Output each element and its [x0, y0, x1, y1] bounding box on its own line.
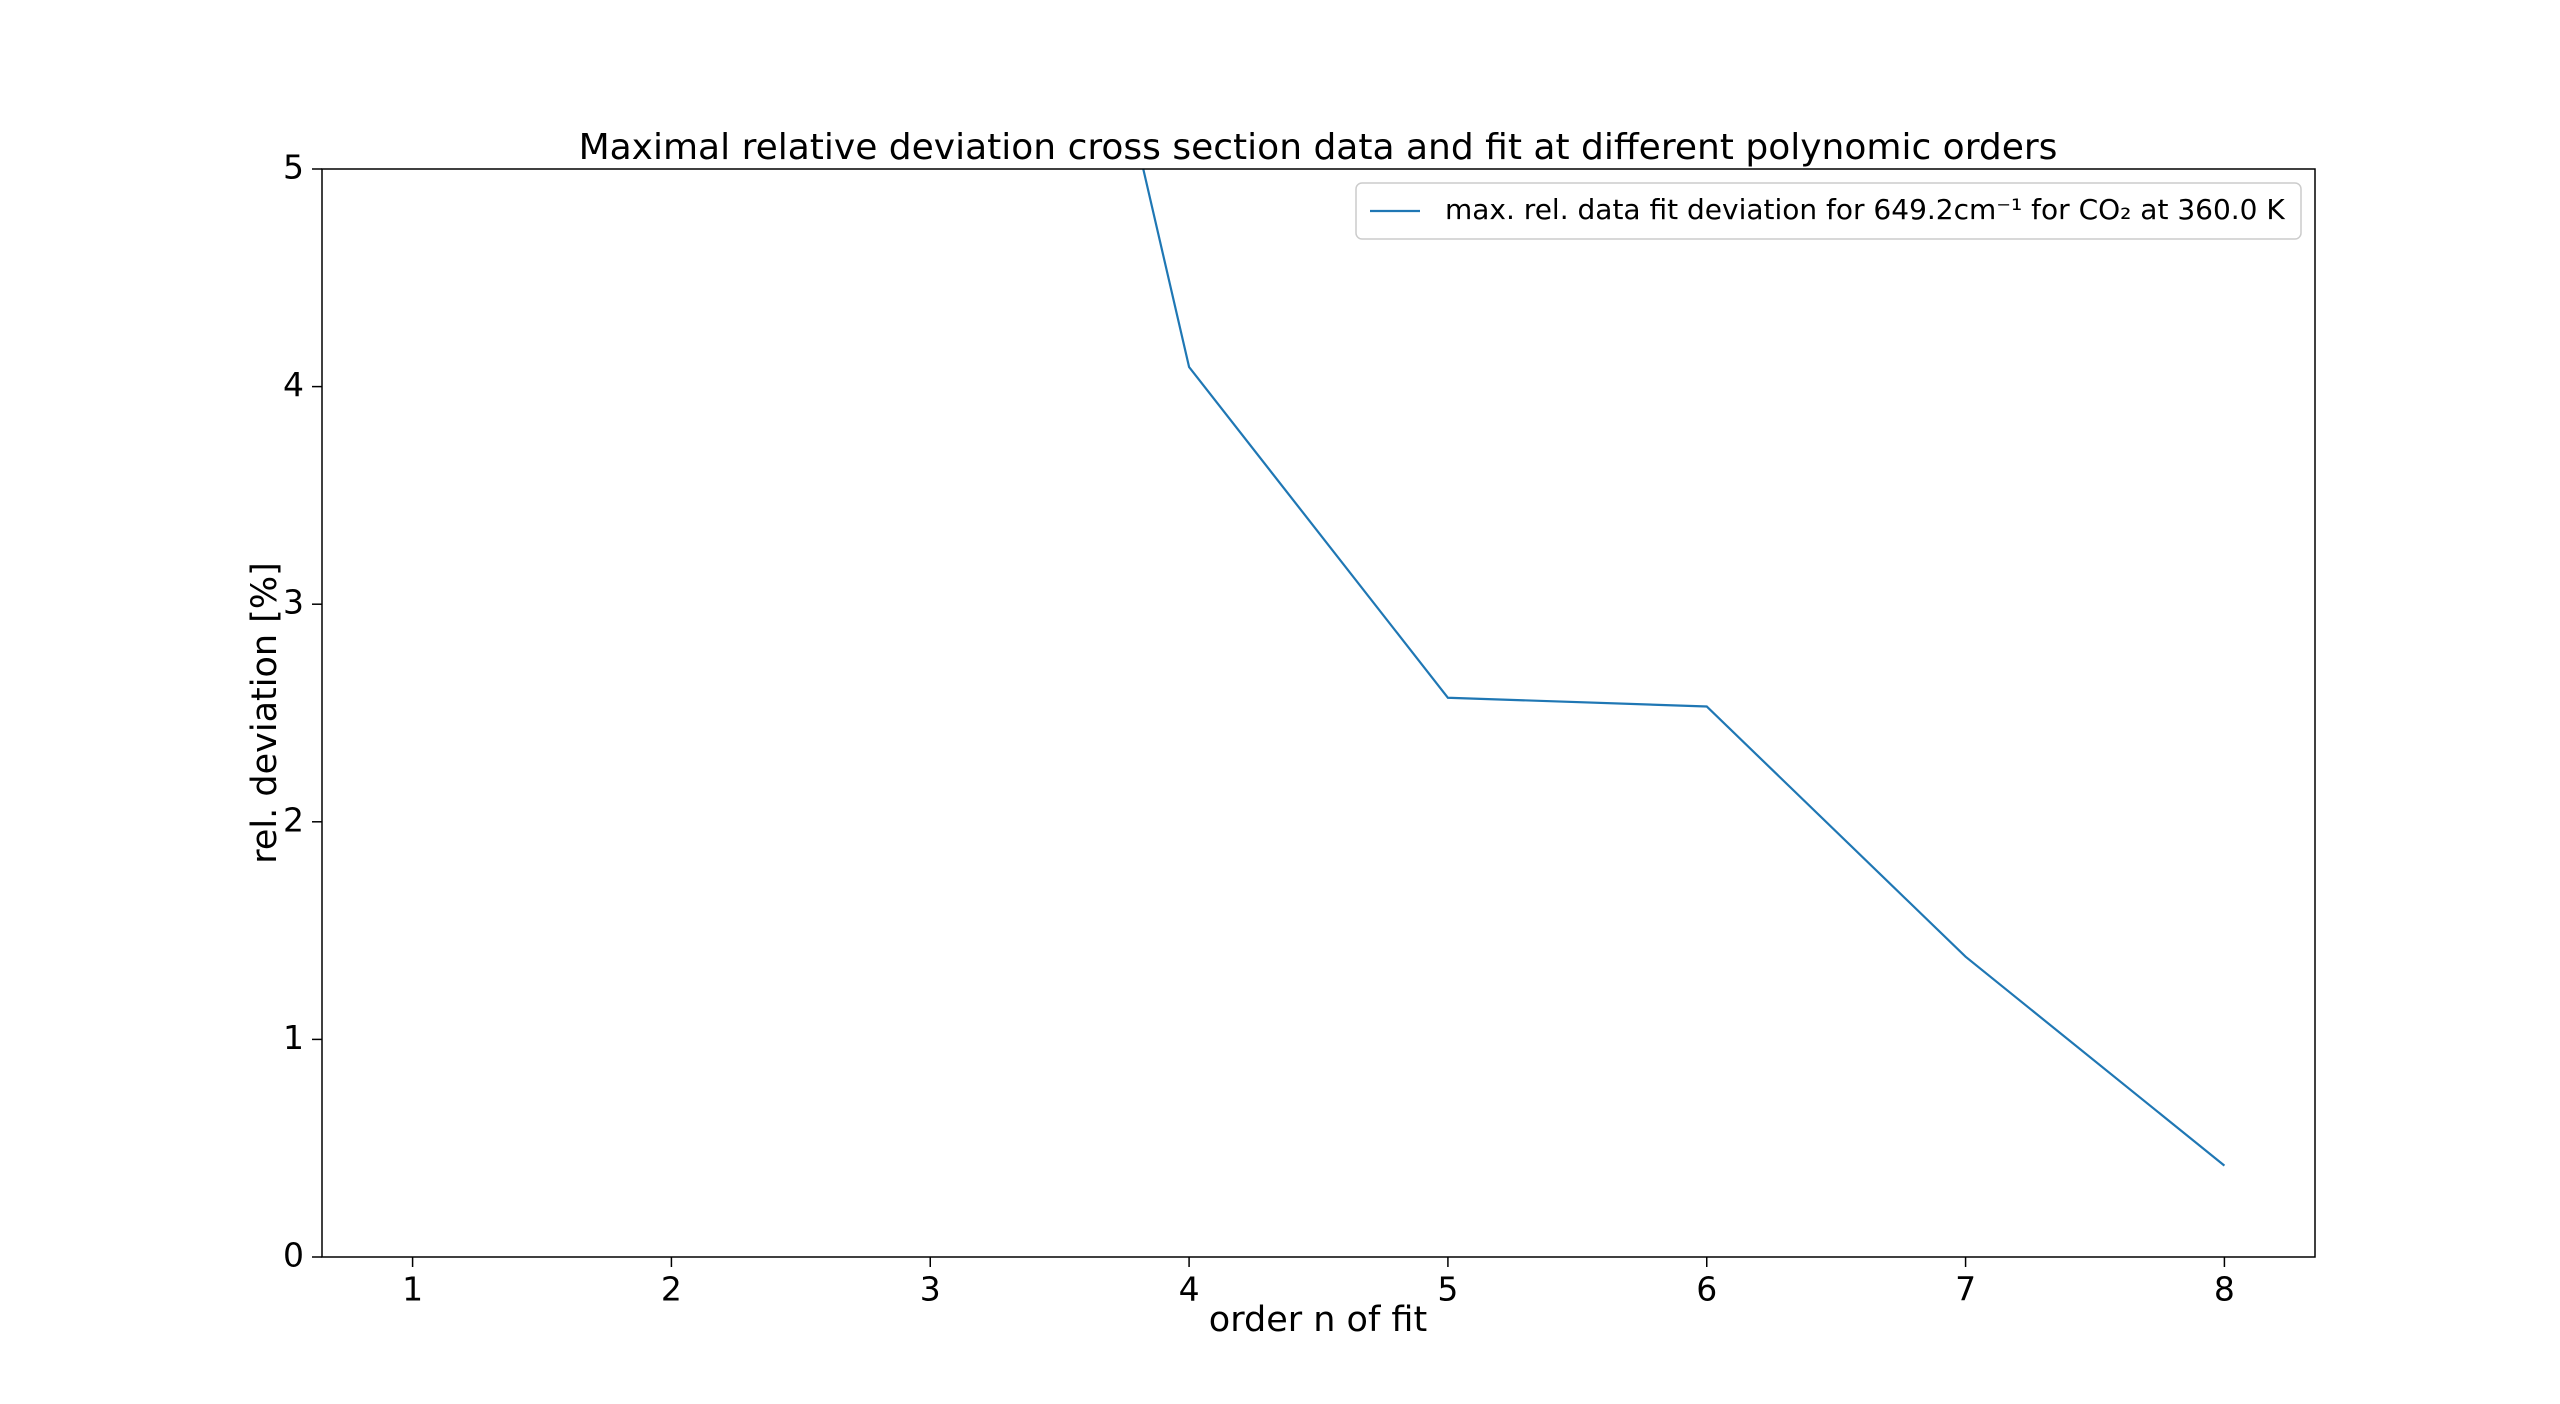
x-tick-label: 4 [1179, 1270, 1200, 1309]
x-tick-label: 3 [920, 1270, 941, 1309]
x-tick-label: 1 [402, 1270, 423, 1309]
legend-label: max. rel. data fit deviation for 649.2cm… [1445, 193, 2285, 226]
y-tick-label: 3 [283, 583, 304, 622]
x-tick-label: 7 [1955, 1270, 1976, 1309]
x-axis-label: order n of fit [1209, 1300, 1427, 1340]
y-tick-label: 0 [283, 1236, 304, 1275]
x-tick-label: 8 [2214, 1270, 2235, 1309]
chart-title: Maximal relative deviation cross section… [579, 127, 2058, 168]
y-tick-label: 1 [283, 1018, 304, 1057]
y-axis-label: rel. deviation [%] [245, 562, 285, 864]
legend-box [1355, 182, 2302, 240]
y-tick-label: 2 [283, 800, 304, 839]
x-tick-label: 5 [1437, 1270, 1458, 1309]
plot-area [1142, 169, 2226, 1167]
plot-frame [321, 168, 2316, 1258]
y-tick-label: 5 [283, 148, 304, 187]
x-tick-label: 2 [661, 1270, 682, 1309]
y-tick-label: 4 [283, 365, 304, 404]
x-tick-label: 6 [1696, 1270, 1717, 1309]
data-line [1142, 169, 2226, 1167]
